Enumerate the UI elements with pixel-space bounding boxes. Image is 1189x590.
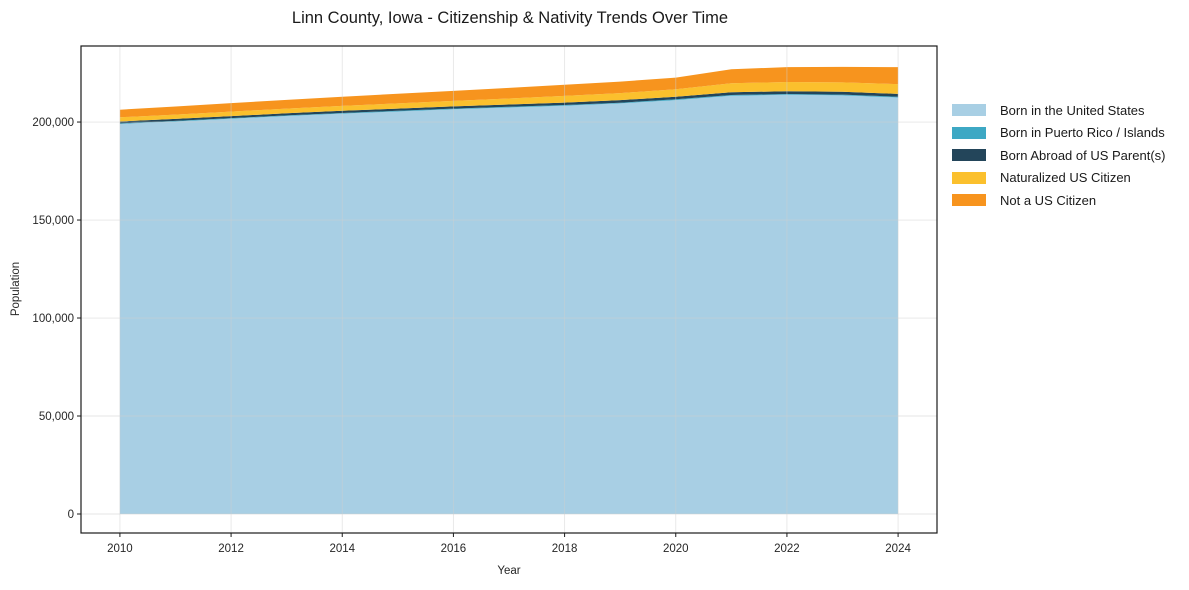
area-series-4 [119, 66, 899, 118]
x-tick-label: 2010 [107, 543, 133, 555]
x-tick-label: 2022 [774, 543, 800, 555]
legend-swatch-icon [952, 126, 986, 139]
y-tick-label: 200,000 [32, 117, 74, 129]
x-tick-label: 2020 [663, 543, 689, 555]
legend-swatch-icon [952, 171, 986, 184]
legend-swatch-icon [952, 194, 986, 206]
y-tick-label: 150,000 [32, 215, 74, 227]
legend-item-1: Born in Puerto Rico / Islands [952, 125, 1165, 140]
legend-item-2: Born Abroad of US Parent(s) [952, 147, 1166, 163]
x-tick-label: 2024 [885, 543, 911, 555]
legend-label: Born Abroad of US Parent(s) [1000, 147, 1166, 163]
y-tick-label: 50,000 [39, 411, 74, 423]
x-tick-label: 2018 [552, 543, 578, 555]
legend-label: Not a US Citizen [1000, 192, 1097, 208]
y-axis-label: Population [10, 261, 22, 317]
legend-item-4: Not a US Citizen [952, 192, 1165, 208]
x-tick-label: 2016 [441, 543, 467, 555]
area-series-3 [119, 82, 899, 122]
area-series-0 [119, 94, 899, 515]
legend-swatch-icon [952, 149, 986, 161]
y-tick-label: 100,000 [32, 313, 74, 325]
legend-swatch-icon [952, 104, 986, 116]
chart-title: Linn County, Iowa - Citizenship & Nativi… [291, 9, 729, 27]
x-tick-label: 2012 [218, 543, 244, 555]
x-tick-label: 2014 [329, 543, 355, 555]
y-tick-label: 0 [68, 509, 74, 521]
plot-border [80, 45, 938, 534]
legend-item-3: Naturalized US Citizen [952, 170, 1165, 185]
x-axis-label: Year [497, 565, 521, 577]
legend-item-0: Born in the United States [952, 102, 1165, 118]
legend-label: Naturalized US Citizen [1000, 170, 1131, 185]
legend-label: Born in the United States [1000, 102, 1145, 118]
legend: Born in the United States Born in Puerto … [952, 102, 1166, 208]
legend-label: Born in Puerto Rico / Islands [1000, 125, 1165, 140]
